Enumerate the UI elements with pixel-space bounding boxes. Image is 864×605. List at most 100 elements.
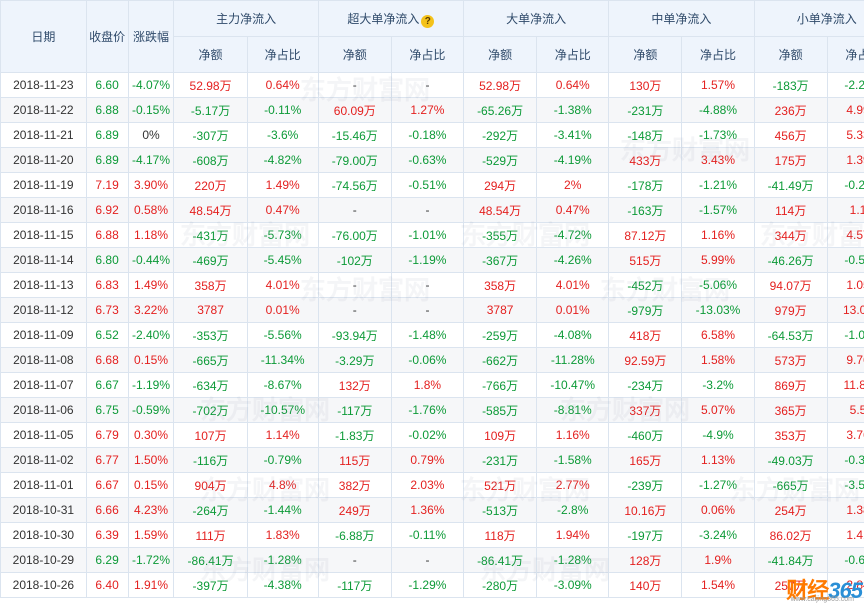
- date-cell: 2018-11-01: [1, 473, 87, 498]
- col-change-pct[interactable]: 涨跌幅: [128, 1, 174, 73]
- change-pct-cell: 0%: [128, 123, 174, 148]
- main-ratio-cell: -5.45%: [247, 248, 318, 273]
- small-amount-cell: 573万: [754, 348, 827, 373]
- col-date[interactable]: 日期: [1, 1, 87, 73]
- main-amount-cell: -665万: [174, 348, 247, 373]
- medium-ratio-cell: 1.16%: [682, 223, 754, 248]
- date-cell: 2018-10-31: [1, 498, 87, 523]
- medium-amount-cell: -979万: [609, 298, 682, 323]
- small-ratio-cell: 1.1%: [827, 198, 864, 223]
- large-ratio-cell: 2%: [537, 173, 609, 198]
- large-amount-cell: 521万: [464, 473, 537, 498]
- small-ratio-cell: 1.38%: [827, 498, 864, 523]
- medium-ratio-cell: -4.88%: [682, 98, 754, 123]
- col-main-ratio[interactable]: 净占比: [247, 37, 318, 73]
- col-super-large-ratio[interactable]: 净占比: [391, 37, 463, 73]
- medium-ratio-cell: -1.57%: [682, 198, 754, 223]
- help-question-icon[interactable]: ?: [421, 15, 434, 28]
- super-large-amount-cell: -1.83万: [318, 423, 391, 448]
- large-ratio-cell: 2.77%: [537, 473, 609, 498]
- close-price-cell: 6.88: [86, 223, 128, 248]
- medium-amount-cell: 87.12万: [609, 223, 682, 248]
- col-main-amount[interactable]: 净额: [174, 37, 247, 73]
- close-price-cell: 6.73: [86, 298, 128, 323]
- medium-ratio-cell: -1.21%: [682, 173, 754, 198]
- close-price-cell: 6.88: [86, 98, 128, 123]
- close-price-cell: 6.67: [86, 373, 128, 398]
- super-large-ratio-cell: -0.18%: [391, 123, 463, 148]
- large-amount-cell: 294万: [464, 173, 537, 198]
- main-amount-cell: 904万: [174, 473, 247, 498]
- col-super-large-amount[interactable]: 净额: [318, 37, 391, 73]
- super-large-amount-cell: -: [318, 548, 391, 573]
- small-amount-cell: 175万: [754, 148, 827, 173]
- small-ratio-cell: -3.53%: [827, 473, 864, 498]
- super-large-amount-cell: -: [318, 273, 391, 298]
- change-pct-cell: -4.17%: [128, 148, 174, 173]
- small-ratio-cell: -0.54%: [827, 248, 864, 273]
- close-price-cell: 6.77: [86, 448, 128, 473]
- medium-amount-cell: -197万: [609, 523, 682, 548]
- main-ratio-cell: -4.38%: [247, 573, 318, 598]
- close-price-cell: 6.92: [86, 198, 128, 223]
- close-price-cell: 6.89: [86, 148, 128, 173]
- large-ratio-cell: 1.94%: [537, 523, 609, 548]
- small-amount-cell: -46.26万: [754, 248, 827, 273]
- col-close-price[interactable]: 收盘价: [86, 1, 128, 73]
- col-large-ratio[interactable]: 净占比: [537, 37, 609, 73]
- medium-ratio-cell: -3.24%: [682, 523, 754, 548]
- col-medium-amount[interactable]: 净额: [609, 37, 682, 73]
- close-price-cell: 7.19: [86, 173, 128, 198]
- small-ratio-cell: 1.05%: [827, 273, 864, 298]
- small-amount-cell: 344万: [754, 223, 827, 248]
- main-amount-cell: -608万: [174, 148, 247, 173]
- change-pct-cell: 0.15%: [128, 348, 174, 373]
- main-amount-cell: -5.17万: [174, 98, 247, 123]
- super-large-ratio-cell: -0.51%: [391, 173, 463, 198]
- main-amount-cell: -634万: [174, 373, 247, 398]
- main-amount-cell: 220万: [174, 173, 247, 198]
- change-pct-cell: -2.40%: [128, 323, 174, 348]
- col-small-ratio[interactable]: 净占比: [827, 37, 864, 73]
- medium-ratio-cell: -3.2%: [682, 373, 754, 398]
- main-ratio-cell: 0.01%: [247, 298, 318, 323]
- small-ratio-cell: 9.76%: [827, 348, 864, 373]
- col-medium-ratio[interactable]: 净占比: [682, 37, 754, 73]
- large-amount-cell: -355万: [464, 223, 537, 248]
- col-small-amount[interactable]: 净额: [754, 37, 827, 73]
- small-amount-cell: 456万: [754, 123, 827, 148]
- date-cell: 2018-11-16: [1, 198, 87, 223]
- main-ratio-cell: 0.64%: [247, 73, 318, 98]
- small-ratio-cell: 5.33%: [827, 123, 864, 148]
- large-ratio-cell: 0.01%: [537, 298, 609, 323]
- medium-amount-cell: 418万: [609, 323, 682, 348]
- super-large-ratio-cell: -1.01%: [391, 223, 463, 248]
- close-price-cell: 6.79: [86, 423, 128, 448]
- main-ratio-cell: -1.44%: [247, 498, 318, 523]
- medium-amount-cell: 165万: [609, 448, 682, 473]
- date-cell: 2018-11-07: [1, 373, 87, 398]
- main-ratio-cell: 4.8%: [247, 473, 318, 498]
- col-large-amount[interactable]: 净额: [464, 37, 537, 73]
